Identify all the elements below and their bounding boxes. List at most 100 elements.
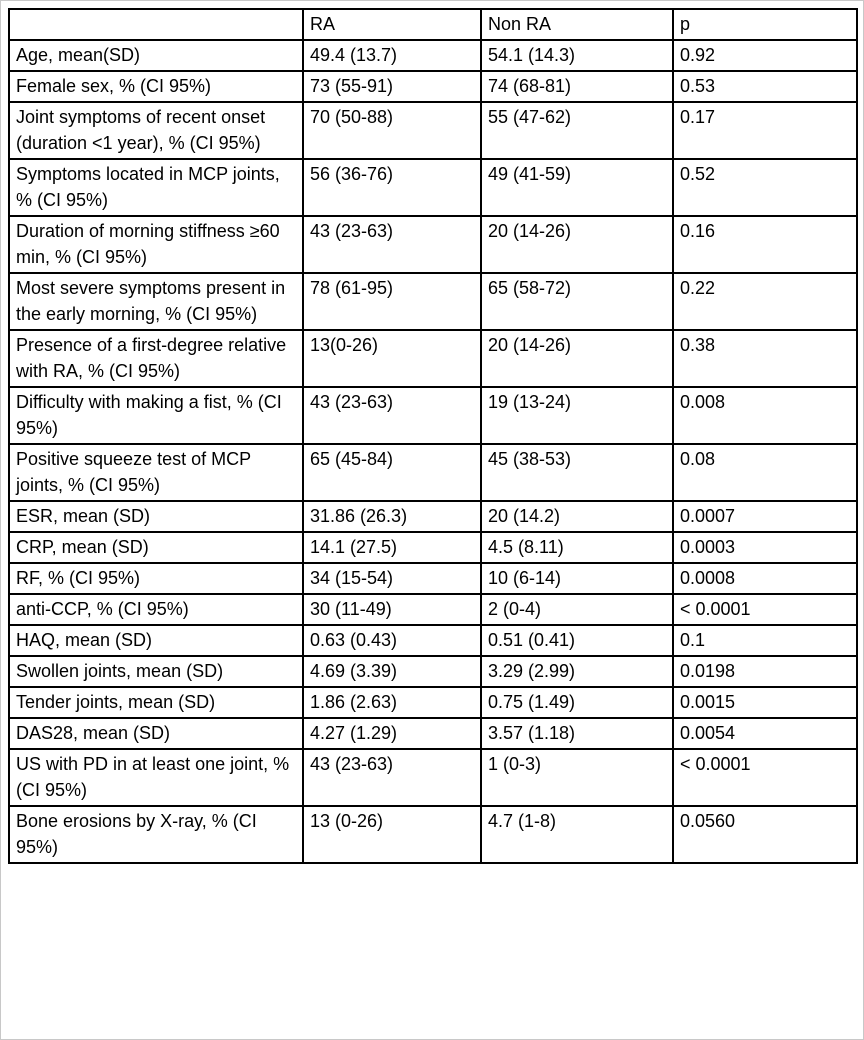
- table-row: Most severe symptoms present in the earl…: [8, 272, 858, 331]
- ra-value-cell: 1.86 (2.63): [302, 686, 482, 719]
- table-row: CRP, mean (SD) 14.1 (27.5) 4.5 (8.11) 0.000…: [8, 531, 858, 564]
- row-label-cell: Swollen joints, mean (SD): [8, 655, 304, 688]
- comparison-table: RA Non RA p Age, mean(SD) 49.4 (13.7) 54.1…: [8, 8, 858, 864]
- table-row: HAQ, mean (SD) 0.63 (0.43) 0.51 (0.41) 0.1: [8, 624, 858, 657]
- table-row: Difficulty with making a fist, % (CI 95%…: [8, 386, 858, 445]
- ra-value-cell: 34 (15-54): [302, 562, 482, 595]
- row-label-cell: DAS28, mean (SD): [8, 717, 304, 750]
- non-ra-value-cell: 1 (0-3): [480, 748, 674, 807]
- non-ra-value-cell: 3.29 (2.99): [480, 655, 674, 688]
- header-cell-ra: RA: [302, 8, 482, 41]
- ra-value-cell: 78 (61-95): [302, 272, 482, 331]
- p-value-cell: 0.52: [672, 158, 858, 217]
- p-value-cell: 0.08: [672, 443, 858, 502]
- non-ra-value-cell: 74 (68-81): [480, 70, 674, 103]
- p-value-cell: 0.16: [672, 215, 858, 274]
- ra-value-cell: 56 (36-76): [302, 158, 482, 217]
- row-label-cell: Age, mean(SD): [8, 39, 304, 72]
- p-value-cell: 0.92: [672, 39, 858, 72]
- table-row: Bone erosions by X-ray, % (CI 95%) 13 (0-…: [8, 805, 858, 864]
- p-value-cell: 0.0003: [672, 531, 858, 564]
- table-row: Positive squeeze test of MCP joints, % (…: [8, 443, 858, 502]
- row-label-cell: Joint symptoms of recent onset (duration…: [8, 101, 304, 160]
- non-ra-value-cell: 20 (14-26): [480, 329, 674, 388]
- ra-value-cell: 65 (45-84): [302, 443, 482, 502]
- row-label-cell: Female sex, % (CI 95%): [8, 70, 304, 103]
- non-ra-value-cell: 4.5 (8.11): [480, 531, 674, 564]
- header-cell-empty: [8, 8, 304, 41]
- row-label-cell: RF, % (CI 95%): [8, 562, 304, 595]
- table-row: US with PD in at least one joint, % (CI …: [8, 748, 858, 807]
- p-value-cell: 0.53: [672, 70, 858, 103]
- non-ra-value-cell: 20 (14-26): [480, 215, 674, 274]
- non-ra-value-cell: 0.51 (0.41): [480, 624, 674, 657]
- p-value-cell: 0.17: [672, 101, 858, 160]
- ra-value-cell: 49.4 (13.7): [302, 39, 482, 72]
- p-value-cell: 0.0008: [672, 562, 858, 595]
- non-ra-value-cell: 49 (41-59): [480, 158, 674, 217]
- row-label-cell: HAQ, mean (SD): [8, 624, 304, 657]
- header-cell-non-ra: Non RA: [480, 8, 674, 41]
- table-row: Symptoms located in MCP joints, % (CI 95…: [8, 158, 858, 217]
- non-ra-value-cell: 0.75 (1.49): [480, 686, 674, 719]
- row-label-cell: ESR, mean (SD): [8, 500, 304, 533]
- ra-value-cell: 73 (55-91): [302, 70, 482, 103]
- p-value-cell: 0.0007: [672, 500, 858, 533]
- table-row: Presence of a first-degree relative with…: [8, 329, 858, 388]
- ra-value-cell: 4.69 (3.39): [302, 655, 482, 688]
- p-value-cell: 0.0198: [672, 655, 858, 688]
- table-row: anti-CCP, % (CI 95%) 30 (11-49) 2 (0-4) < 0…: [8, 593, 858, 626]
- table-row: Joint symptoms of recent onset (duration…: [8, 101, 858, 160]
- row-label-cell: Bone erosions by X-ray, % (CI 95%): [8, 805, 304, 864]
- non-ra-value-cell: 55 (47-62): [480, 101, 674, 160]
- row-label-cell: US with PD in at least one joint, % (CI …: [8, 748, 304, 807]
- header-row: RA Non RA p: [8, 8, 858, 41]
- ra-value-cell: 43 (23-63): [302, 215, 482, 274]
- non-ra-value-cell: 54.1 (14.3): [480, 39, 674, 72]
- ra-value-cell: 43 (23-63): [302, 386, 482, 445]
- ra-value-cell: 31.86 (26.3): [302, 500, 482, 533]
- non-ra-value-cell: 3.57 (1.18): [480, 717, 674, 750]
- p-value-cell: 0.0560: [672, 805, 858, 864]
- table-row: RF, % (CI 95%) 34 (15-54) 10 (6-14) 0.0008: [8, 562, 858, 595]
- ra-value-cell: 13 (0-26): [302, 805, 482, 864]
- row-label-cell: Positive squeeze test of MCP joints, % (…: [8, 443, 304, 502]
- p-value-cell: 0.0015: [672, 686, 858, 719]
- row-label-cell: Duration of morning stiffness ≥60 min, %…: [8, 215, 304, 274]
- ra-value-cell: 0.63 (0.43): [302, 624, 482, 657]
- row-label-cell: anti-CCP, % (CI 95%): [8, 593, 304, 626]
- ra-value-cell: 14.1 (27.5): [302, 531, 482, 564]
- p-value-cell: 0.22: [672, 272, 858, 331]
- non-ra-value-cell: 4.7 (1-8): [480, 805, 674, 864]
- non-ra-value-cell: 65 (58-72): [480, 272, 674, 331]
- ra-value-cell: 13(0-26): [302, 329, 482, 388]
- table-row: Female sex, % (CI 95%) 73 (55-91) 74 (68-8…: [8, 70, 858, 103]
- header-cell-p: p: [672, 8, 858, 41]
- row-label-cell: Tender joints, mean (SD): [8, 686, 304, 719]
- table-row: Tender joints, mean (SD) 1.86 (2.63) 0.75 …: [8, 686, 858, 719]
- non-ra-value-cell: 19 (13-24): [480, 386, 674, 445]
- non-ra-value-cell: 2 (0-4): [480, 593, 674, 626]
- row-label-cell: Difficulty with making a fist, % (CI 95%…: [8, 386, 304, 445]
- row-label-cell: Symptoms located in MCP joints, % (CI 95…: [8, 158, 304, 217]
- ra-value-cell: 70 (50-88): [302, 101, 482, 160]
- p-value-cell: 0.38: [672, 329, 858, 388]
- non-ra-value-cell: 20 (14.2): [480, 500, 674, 533]
- ra-value-cell: 30 (11-49): [302, 593, 482, 626]
- row-label-cell: Presence of a first-degree relative with…: [8, 329, 304, 388]
- row-label-cell: CRP, mean (SD): [8, 531, 304, 564]
- p-value-cell: 0.0054: [672, 717, 858, 750]
- ra-value-cell: 43 (23-63): [302, 748, 482, 807]
- table-row: Age, mean(SD) 49.4 (13.7) 54.1 (14.3) 0.92: [8, 39, 858, 72]
- table-row: ESR, mean (SD) 31.86 (26.3) 20 (14.2) 0.000…: [8, 500, 858, 533]
- non-ra-value-cell: 10 (6-14): [480, 562, 674, 595]
- table-row: Duration of morning stiffness ≥60 min, %…: [8, 215, 858, 274]
- table-row: Swollen joints, mean (SD) 4.69 (3.39) 3.29…: [8, 655, 858, 688]
- p-value-cell: < 0.0001: [672, 748, 858, 807]
- non-ra-value-cell: 45 (38-53): [480, 443, 674, 502]
- p-value-cell: 0.1: [672, 624, 858, 657]
- table-row: DAS28, mean (SD) 4.27 (1.29) 3.57 (1.18) 0.…: [8, 717, 858, 750]
- ra-value-cell: 4.27 (1.29): [302, 717, 482, 750]
- p-value-cell: < 0.0001: [672, 593, 858, 626]
